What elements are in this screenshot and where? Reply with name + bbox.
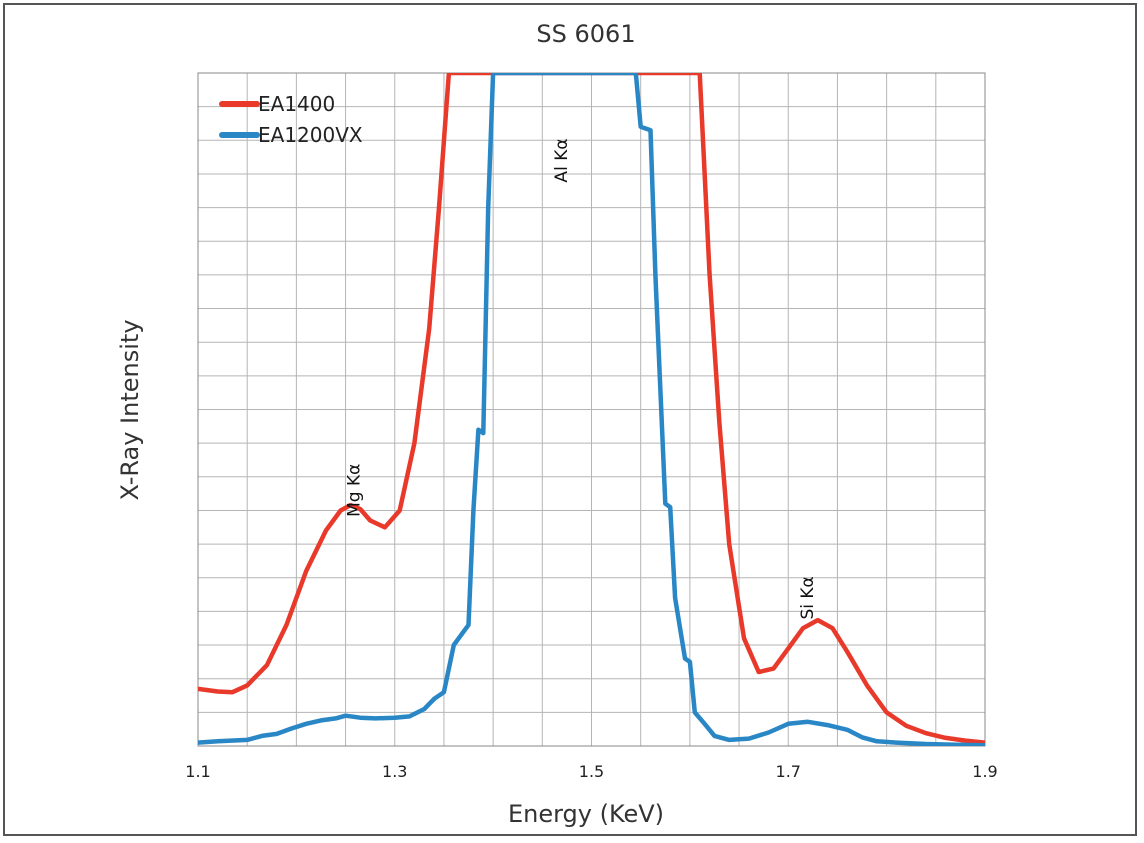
annotation-label: Mg Kα [344,464,364,517]
x-tick-label: 1.1 [185,762,210,781]
x-tick-label: 1.9 [972,762,997,781]
legend-label: EA1200VX [258,123,363,147]
series-line-ea1400 [198,73,985,745]
legend-label: EA1400 [258,92,335,116]
series-group [198,73,985,746]
x-tick-label: 1.5 [579,762,604,781]
annotation-label: Al Kα [552,138,572,182]
chart-frame [3,3,1137,836]
chart-title: SS 6061 [536,20,635,48]
x-ticks: 1.1 1.3 1.5 1.7 1.9 [185,762,997,781]
annotations: Mg Kα Al Kα Si Kα [344,138,818,619]
x-axis-label: Energy (KeV) [508,800,664,828]
x-tick-label: 1.7 [776,762,801,781]
x-tick-label: 1.3 [382,762,407,781]
legend: EA1400 EA1200VX [219,92,363,147]
grid [198,73,985,746]
y-axis-label: X-Ray Intensity [116,319,144,500]
annotation-label: Si Kα [798,576,818,619]
series-line-ea1200vx [198,73,985,746]
